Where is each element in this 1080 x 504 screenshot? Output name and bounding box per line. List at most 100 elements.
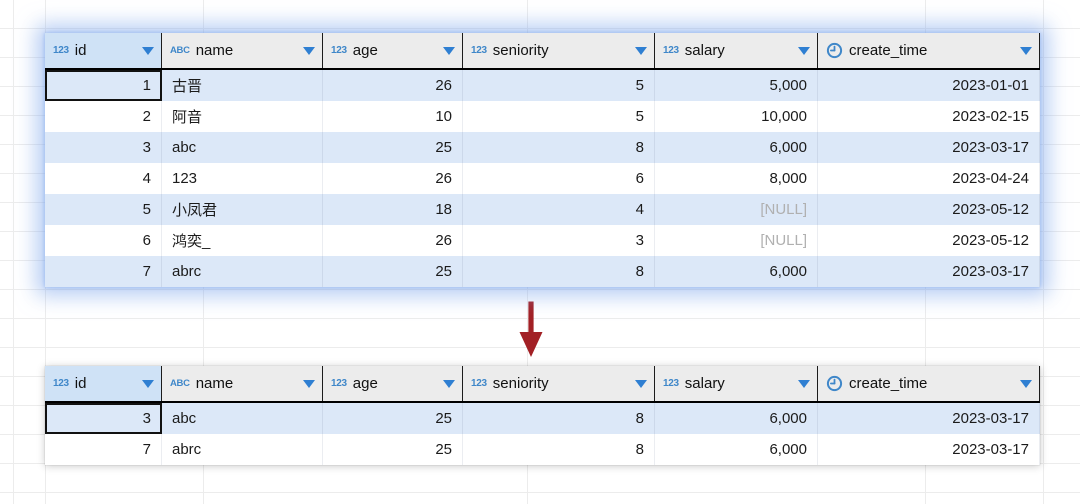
cell-name[interactable]: abc (162, 403, 323, 434)
column-header-age[interactable]: 123 age (323, 366, 463, 401)
column-header-create_time[interactable]: create_time (818, 33, 1040, 68)
filter-dropdown-icon[interactable] (635, 46, 647, 55)
cell-salary[interactable]: 5,000 (655, 70, 818, 101)
cell-seniority[interactable]: 8 (463, 434, 655, 465)
cell-salary[interactable]: 10,000 (655, 101, 818, 132)
numeric-type-icon: 123 (663, 378, 679, 389)
table-row: 6 鸿奕_ 26 3 [NULL] 2023-05-12 (45, 225, 1040, 256)
cell-id[interactable]: 3 (45, 132, 162, 163)
cell-salary[interactable]: 6,000 (655, 403, 818, 434)
filter-dropdown-icon[interactable] (142, 46, 154, 55)
column-header-salary[interactable]: 123 salary (655, 366, 818, 401)
filter-dropdown-icon[interactable] (142, 379, 154, 388)
cell-name[interactable]: abrc (162, 256, 323, 287)
cell-age[interactable]: 26 (323, 70, 463, 101)
cell-id[interactable]: 4 (45, 163, 162, 194)
cell-id-selected[interactable]: 1 (45, 70, 162, 101)
cell-id[interactable]: 7 (45, 434, 162, 465)
cell-age[interactable]: 25 (323, 434, 463, 465)
filter-dropdown-icon[interactable] (635, 379, 647, 388)
cell-seniority[interactable]: 8 (463, 256, 655, 287)
cell-id[interactable]: 2 (45, 101, 162, 132)
filter-dropdown-icon[interactable] (443, 379, 455, 388)
filter-dropdown-icon[interactable] (1020, 46, 1032, 55)
cell-name[interactable]: 阿音 (162, 101, 323, 132)
numeric-type-icon: 123 (53, 378, 69, 389)
column-label-salary: salary (684, 42, 725, 59)
cell-seniority[interactable]: 8 (463, 403, 655, 434)
filter-dropdown-icon[interactable] (443, 46, 455, 55)
data-grid-full-table: 123 id ABC name 123 age 123 seniority 123 salary c… (45, 33, 1040, 287)
cell-name[interactable]: 123 (162, 163, 323, 194)
cell-name[interactable]: abrc (162, 434, 323, 465)
cell-salary[interactable]: 6,000 (655, 132, 818, 163)
column-label-id: id (74, 42, 87, 59)
cell-age[interactable]: 26 (323, 163, 463, 194)
cell-age[interactable]: 26 (323, 225, 463, 256)
table-row: 1 古晋 26 5 5,000 2023-01-01 (45, 70, 1040, 101)
cell-name[interactable]: 古晋 (162, 70, 323, 101)
filter-dropdown-icon[interactable] (798, 379, 810, 388)
table-row: 2 阿音 10 5 10,000 2023-02-15 (45, 101, 1040, 132)
cell-create_time[interactable]: 2023-05-12 (818, 225, 1040, 256)
filter-dropdown-icon[interactable] (303, 379, 315, 388)
column-header-id[interactable]: 123 id (45, 33, 162, 68)
column-header-id[interactable]: 123 id (45, 366, 162, 401)
column-header-seniority[interactable]: 123 seniority (463, 366, 655, 401)
numeric-type-icon: 123 (331, 45, 347, 56)
filter-dropdown-icon[interactable] (798, 46, 810, 55)
cell-age[interactable]: 18 (323, 194, 463, 225)
column-label-id: id (74, 375, 87, 392)
cell-create_time[interactable]: 2023-01-01 (818, 70, 1040, 101)
column-header-seniority[interactable]: 123 seniority (463, 33, 655, 68)
cell-name[interactable]: 小凤君 (162, 194, 323, 225)
table-row: 7 abrc 25 8 6,000 2023-03-17 (45, 256, 1040, 287)
cell-age[interactable]: 25 (323, 132, 463, 163)
cell-id[interactable]: 6 (45, 225, 162, 256)
cell-salary[interactable]: 6,000 (655, 256, 818, 287)
column-header-salary[interactable]: 123 salary (655, 33, 818, 68)
cell-create_time[interactable]: 2023-05-12 (818, 194, 1040, 225)
cell-create_time[interactable]: 2023-04-24 (818, 163, 1040, 194)
cell-create_time[interactable]: 2023-03-17 (818, 256, 1040, 287)
cell-seniority[interactable]: 5 (463, 70, 655, 101)
cell-age[interactable]: 25 (323, 403, 463, 434)
column-header-name[interactable]: ABC name (162, 33, 323, 68)
cell-create_time[interactable]: 2023-03-17 (818, 403, 1040, 434)
cell-age[interactable]: 10 (323, 101, 463, 132)
cell-salary[interactable]: [NULL] (655, 225, 818, 256)
column-label-salary: salary (684, 375, 725, 392)
cell-name[interactable]: 鸿奕_ (162, 225, 323, 256)
cell-name[interactable]: abc (162, 132, 323, 163)
column-header-age[interactable]: 123 age (323, 33, 463, 68)
cell-seniority[interactable]: 6 (463, 163, 655, 194)
table-row: 3 abc 25 8 6,000 2023-03-17 (45, 403, 1040, 434)
cell-seniority[interactable]: 3 (463, 225, 655, 256)
column-label-age: age (352, 375, 378, 392)
column-label-seniority: seniority (492, 42, 549, 59)
cell-id[interactable]: 5 (45, 194, 162, 225)
background-gridline (1043, 0, 1044, 504)
cell-create_time[interactable]: 2023-02-15 (818, 101, 1040, 132)
cell-id-selected[interactable]: 3 (45, 403, 162, 434)
grid-header-row: 123 id ABC name 123 age 123 seniority 123 salary c… (45, 33, 1040, 70)
cell-salary[interactable]: 8,000 (655, 163, 818, 194)
column-header-name[interactable]: ABC name (162, 366, 323, 401)
cell-salary[interactable]: [NULL] (655, 194, 818, 225)
table-row: 4 123 26 6 8,000 2023-04-24 (45, 163, 1040, 194)
column-label-create_time: create_time (849, 375, 928, 392)
filter-dropdown-icon[interactable] (303, 46, 315, 55)
cell-id[interactable]: 7 (45, 256, 162, 287)
column-header-create_time[interactable]: create_time (818, 366, 1040, 401)
cell-create_time[interactable]: 2023-03-17 (818, 434, 1040, 465)
cell-salary[interactable]: 6,000 (655, 434, 818, 465)
cell-age[interactable]: 25 (323, 256, 463, 287)
filter-result-arrow-icon (518, 300, 544, 365)
cell-seniority[interactable]: 8 (463, 132, 655, 163)
cell-create_time[interactable]: 2023-03-17 (818, 132, 1040, 163)
filter-dropdown-icon[interactable] (1020, 379, 1032, 388)
cell-seniority[interactable]: 5 (463, 101, 655, 132)
table-row: 5 小凤君 18 4 [NULL] 2023-05-12 (45, 194, 1040, 225)
cell-seniority[interactable]: 4 (463, 194, 655, 225)
text-type-icon: ABC (170, 378, 190, 389)
